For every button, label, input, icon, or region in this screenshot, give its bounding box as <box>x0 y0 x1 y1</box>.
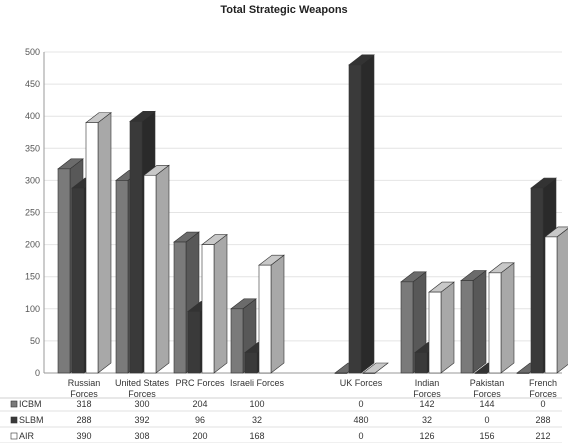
table-cell: 126 <box>419 431 434 441</box>
bar-slbm-4-side <box>360 54 375 374</box>
legend-label-air: AIR <box>19 431 35 441</box>
bar-slbm-4 <box>348 64 362 374</box>
x-category-label: Forces <box>128 389 156 399</box>
table-cell: 96 <box>195 415 205 425</box>
bar-icbm-7 <box>516 372 530 374</box>
table-cell: 308 <box>134 431 149 441</box>
y-tick-label: 200 <box>25 240 40 250</box>
x-category-label: Israeli Forces <box>230 378 285 388</box>
x-category-label: French <box>529 378 557 388</box>
legend-swatch-air <box>10 432 18 440</box>
y-tick-label: 400 <box>25 111 40 121</box>
legend-label-icbm: ICBM <box>19 399 42 409</box>
bar-icbm-2 <box>173 241 187 374</box>
table-cell: 144 <box>479 399 494 409</box>
bar-air-6 <box>488 272 502 374</box>
bar-icbm-4 <box>334 372 348 374</box>
table-cell: 480 <box>353 415 368 425</box>
y-tick-label: 300 <box>25 175 40 185</box>
legend-swatch-slbm <box>10 416 18 424</box>
table-cell: 288 <box>76 415 91 425</box>
bar-air-6-side <box>500 262 515 374</box>
bar-air-0 <box>85 122 99 374</box>
table-cell: 318 <box>76 399 91 409</box>
bar-slbm-2 <box>187 311 201 374</box>
x-category-label: Forces <box>529 389 557 399</box>
x-category-label: United States <box>115 378 170 388</box>
table-cell: 0 <box>540 399 545 409</box>
bar-slbm-5 <box>414 352 428 374</box>
x-category-label: Forces <box>473 389 501 399</box>
bar-air-7-side <box>556 228 568 374</box>
bar-air-3-side <box>270 254 285 374</box>
bar-air-5 <box>428 291 442 374</box>
x-category-label: Indian <box>415 378 440 388</box>
x-category-label: Russian <box>68 378 101 388</box>
x-category-label: Forces <box>413 389 441 399</box>
bar-air-2 <box>201 244 215 374</box>
bar-icbm-5 <box>400 281 414 374</box>
table-cell: 392 <box>134 415 149 425</box>
bar-slbm-0 <box>71 187 85 374</box>
legend-label-slbm: SLBM <box>19 415 44 425</box>
bar-air-0-side <box>97 112 112 374</box>
bar-slbm-1 <box>129 121 143 374</box>
table-cell: 32 <box>422 415 432 425</box>
legend-swatch-icbm <box>10 400 18 408</box>
table-cell: 0 <box>358 431 363 441</box>
bar-air-3 <box>258 264 272 374</box>
y-tick-label: 100 <box>25 304 40 314</box>
bar-icbm-0 <box>57 168 71 374</box>
y-tick-label: 500 <box>25 47 40 57</box>
table-cell: 0 <box>484 415 489 425</box>
bar-air-7 <box>544 236 558 374</box>
bar-air-2-side <box>213 233 228 374</box>
chart-title: Total Strategic Weapons <box>220 4 348 16</box>
table-cell: 212 <box>535 431 550 441</box>
bar-air-1 <box>143 174 157 374</box>
bar-icbm-6-side <box>472 269 487 374</box>
table-cell: 288 <box>535 415 550 425</box>
table-cell: 142 <box>419 399 434 409</box>
table-cell: 390 <box>76 431 91 441</box>
y-tick-label: 450 <box>25 79 40 89</box>
bar-icbm-6 <box>460 280 474 374</box>
table-cell: 204 <box>192 399 207 409</box>
bar-icbm-1 <box>115 180 129 374</box>
bar-air-5-side <box>440 281 455 374</box>
x-category-label: Forces <box>70 389 98 399</box>
bar-slbm-7 <box>530 187 544 374</box>
x-category-label: Pakistan <box>470 378 505 388</box>
bar-air-4 <box>362 372 376 374</box>
y-tick-label: 50 <box>30 336 40 346</box>
y-tick-label: 0 <box>35 368 40 378</box>
y-tick-label: 250 <box>25 208 40 218</box>
x-category-label: PRC Forces <box>175 378 225 388</box>
table-cell: 156 <box>479 431 494 441</box>
bar-icbm-3 <box>230 308 244 374</box>
y-tick-label: 350 <box>25 143 40 153</box>
table-cell: 168 <box>249 431 264 441</box>
x-category-label: UK Forces <box>340 378 383 388</box>
bar-slbm-3 <box>244 352 258 374</box>
y-tick-label: 150 <box>25 272 40 282</box>
bar-air-1-side <box>155 164 170 374</box>
table-cell: 100 <box>249 399 264 409</box>
bar-slbm-6 <box>474 372 488 374</box>
table-cell: 0 <box>358 399 363 409</box>
table-cell: 32 <box>252 415 262 425</box>
table-cell: 300 <box>134 399 149 409</box>
table-cell: 200 <box>192 431 207 441</box>
